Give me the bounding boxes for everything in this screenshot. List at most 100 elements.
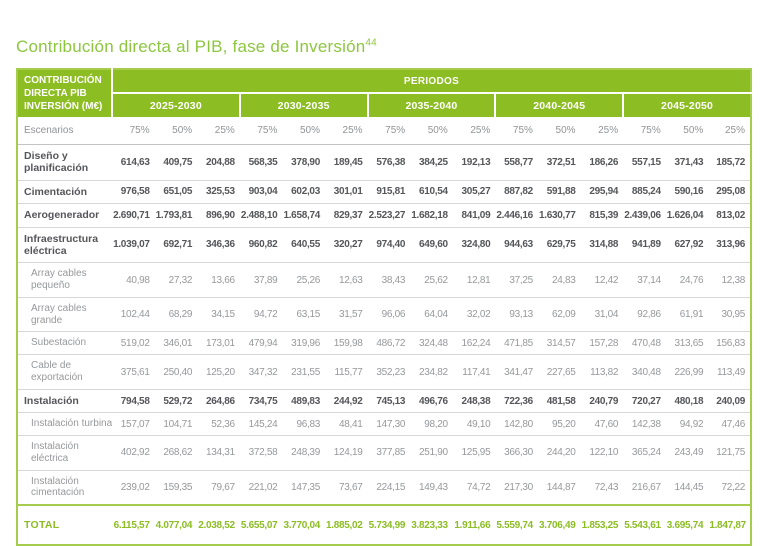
- cell-value: 264,86: [205, 395, 235, 407]
- cell-value: 73,67: [339, 481, 363, 493]
- cell-value: 142,80: [504, 418, 533, 430]
- cell-value: 217,30: [504, 481, 533, 493]
- cell-value: 96,06: [381, 309, 406, 321]
- cell-value: 2.446,16: [496, 209, 533, 221]
- cell-value: 125,95: [461, 447, 491, 459]
- cell-value: 314,57: [546, 337, 576, 349]
- cell-value: 142,38: [631, 418, 661, 430]
- cell-value: 489,83: [291, 395, 320, 407]
- cell-value: 2.488,10: [240, 209, 278, 221]
- period-header: 2040-2045: [494, 93, 624, 117]
- cell-value: 1.658,74: [283, 209, 320, 221]
- cell-value: 295,08: [716, 186, 745, 198]
- cell-value: 480,18: [674, 395, 704, 407]
- table-row: Instalación cimentación 239,02 159,35 79,67…: [17, 470, 751, 506]
- cell-value: 5.559,74: [496, 519, 533, 531]
- cell-value: 48,41: [339, 418, 363, 430]
- cell-value: 226,99: [674, 366, 704, 378]
- table-row: Aerogenerador 2.690,71 1.793,81 896,90 2.488…: [17, 204, 751, 227]
- cell-value: 885,24: [631, 186, 661, 198]
- scenario-percent: 50%: [410, 117, 453, 145]
- cell-value: 313,96: [716, 239, 745, 251]
- cell-value: 240,09: [716, 395, 745, 407]
- row-label: Aerogenerador: [24, 209, 100, 222]
- cell-value: 79,67: [211, 481, 235, 493]
- table-row: Array cables pequeño 40,98 27,32 13,66 37,89…: [17, 263, 751, 298]
- cell-value: 31,57: [339, 309, 363, 321]
- cell-value: 341,47: [504, 366, 533, 378]
- cell-value: 409,75: [163, 156, 193, 168]
- cell-value: 305,27: [461, 186, 491, 198]
- table-row: Diseño y planificación 614,63 409,75 204,88…: [17, 145, 751, 181]
- cell-value: 250,40: [163, 366, 193, 378]
- cell-value: 227,65: [546, 366, 576, 378]
- cell-value: 92,86: [637, 309, 661, 321]
- cell-value: 941,89: [631, 239, 661, 251]
- scenario-percent: 25%: [197, 117, 240, 145]
- page-title-footnote-ref: 44: [365, 37, 377, 49]
- cell-value: 25,62: [424, 274, 448, 286]
- cell-value: 244,92: [333, 395, 363, 407]
- cell-value: 324,80: [461, 239, 491, 251]
- cell-value: 378,90: [291, 156, 320, 168]
- cell-value: 1.853,25: [581, 519, 619, 531]
- scenario-percent: 25%: [452, 117, 496, 145]
- cell-value: 365,24: [631, 447, 661, 459]
- table-row: Infraestructura eléctrica 1.039,07 692,71 3…: [17, 227, 751, 263]
- cell-value: 568,35: [248, 156, 278, 168]
- cell-value: 94,92: [679, 418, 704, 430]
- cell-value: 496,76: [418, 395, 448, 407]
- cell-value: 74,72: [466, 481, 491, 493]
- cell-value: 1.847,87: [709, 519, 746, 531]
- row-label: Array cables pequeño: [31, 268, 87, 292]
- period-header: 2025-2030: [112, 93, 240, 117]
- table-row: Subestación 519,02 346,01 173,01 479,94 319,9…: [17, 332, 751, 355]
- cell-value: 1.793,81: [155, 209, 193, 221]
- cell-value: 30,95: [721, 309, 745, 321]
- cell-value: 974,40: [376, 239, 406, 251]
- cell-value: 204,88: [205, 156, 235, 168]
- cell-value: 144,45: [674, 481, 704, 493]
- cell-value: 134,31: [205, 447, 235, 459]
- cell-value: 5.734,99: [368, 519, 406, 531]
- cell-value: 1.626,04: [666, 209, 704, 221]
- period-header: 2035-2040: [366, 93, 496, 117]
- page-title: Contribución directa al PIB, fase de Inv…: [16, 37, 377, 57]
- cell-value: 147,30: [376, 418, 406, 430]
- cell-value: 12,81: [466, 274, 491, 286]
- cell-value: 248,38: [461, 395, 491, 407]
- cell-value: 40,98: [126, 274, 150, 286]
- scenario-percent: 50%: [537, 117, 581, 145]
- cell-value: 944,63: [504, 239, 533, 251]
- cell-value: 157,28: [589, 337, 619, 349]
- row-label: Cable de exportación: [31, 360, 83, 384]
- cell-value: 32,02: [466, 309, 491, 321]
- cell-value: 402,92: [120, 447, 150, 459]
- cell-value: 325,53: [205, 186, 235, 198]
- cell-value: 113,49: [716, 366, 745, 378]
- cell-value: 24,83: [552, 274, 576, 286]
- cell-value: 62,09: [552, 309, 576, 321]
- cell-value: 125,20: [205, 366, 235, 378]
- cell-value: 93,13: [509, 309, 533, 321]
- cell-value: 52,36: [211, 418, 235, 430]
- page-title-text: Contribución directa al PIB, fase de Inv…: [16, 37, 366, 56]
- scenario-percent: 75%: [367, 117, 411, 145]
- cell-value: 347,32: [248, 366, 278, 378]
- cell-value: 1.039,07: [113, 239, 150, 251]
- cell-value: 12,42: [594, 274, 619, 286]
- cell-value: 37,25: [509, 274, 533, 286]
- cell-value: 113,82: [590, 366, 619, 378]
- cell-value: 251,90: [418, 447, 448, 459]
- row-label: Instalación eléctrica: [31, 441, 79, 464]
- cell-value: 72,22: [721, 481, 745, 493]
- cell-value: 1.630,77: [539, 209, 576, 221]
- cell-value: 629,75: [546, 239, 576, 251]
- row-label: Instalación cimentación: [31, 475, 85, 499]
- cell-value: 3.706,49: [539, 519, 576, 531]
- cell-value: 2.690,71: [113, 209, 150, 221]
- cell-value: 63,15: [296, 309, 320, 321]
- cell-value: 384,25: [418, 156, 448, 168]
- cell-value: 346,01: [163, 337, 193, 349]
- row-label: Cimentación: [24, 185, 88, 198]
